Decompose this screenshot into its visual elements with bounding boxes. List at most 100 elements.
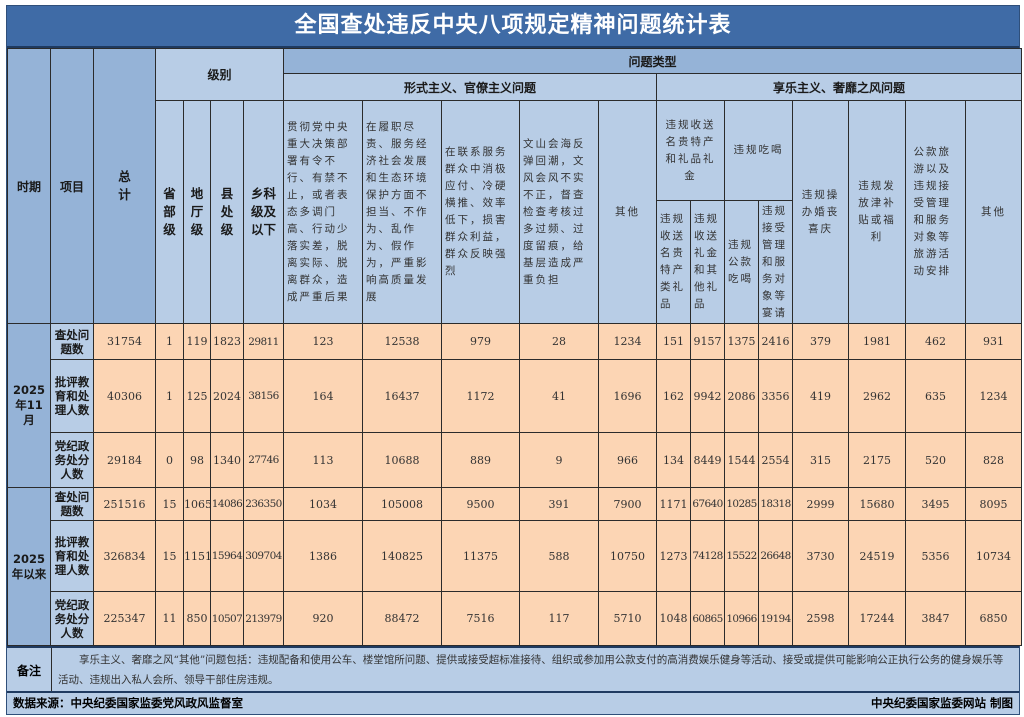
table-cell: 15 <box>155 487 184 521</box>
table-cell: 27746 <box>242 432 285 488</box>
header-dining-banquet: 违规接受管理和服务对象等宴请 <box>758 200 794 324</box>
table-cell: 1234 <box>965 359 1023 433</box>
header-level-provincial: 省部级 <box>155 100 184 324</box>
header-item: 项目 <box>50 48 94 324</box>
table-cell: 1 <box>155 323 184 360</box>
header-dining: 违规吃喝 <box>724 100 794 201</box>
table-cell: 635 <box>905 359 967 433</box>
header-level-provincial-text: 省部级 <box>163 186 176 237</box>
table-cell: 8449 <box>690 432 726 488</box>
table-cell: 5356 <box>905 520 967 592</box>
table-cell: 2999 <box>792 487 850 521</box>
row-item-label: 查处问题数 <box>50 323 94 360</box>
table-cell: 1 <box>155 359 184 433</box>
header-allowances: 违规发放津补贴或福利 <box>848 100 907 324</box>
table-cell: 60865 <box>690 591 726 646</box>
table-cell: 164 <box>283 359 364 433</box>
table-cell: 7900 <box>598 487 658 521</box>
table-cell: 3495 <box>905 487 967 521</box>
table-cell: 15 <box>155 520 184 592</box>
table-cell: 1171 <box>656 487 692 521</box>
period-label: 2025年11月 <box>7 323 51 488</box>
header-level-bureau: 地厅级 <box>183 100 211 324</box>
table-cell: 12538 <box>362 323 443 360</box>
table-cell: 15522 <box>724 520 760 592</box>
table-cell: 10750 <box>598 520 658 592</box>
table-cell: 10734 <box>965 520 1023 592</box>
table-cell: 1981 <box>848 323 907 360</box>
row-item-label: 批评教育和处理人数 <box>50 520 94 592</box>
table-cell: 105008 <box>362 487 443 521</box>
row-item-label: 查处问题数 <box>50 487 94 521</box>
table-cell: 225347 <box>93 591 156 646</box>
table-cell: 16437 <box>362 359 443 433</box>
header-weddings-funerals: 违规操办婚丧喜庆 <box>792 100 850 324</box>
table-cell: 29184 <box>93 432 156 488</box>
table-cell: 162 <box>656 359 692 433</box>
table-cell: 140825 <box>362 520 443 592</box>
table-cell: 38156 <box>242 359 285 433</box>
table-cell: 0 <box>155 432 184 488</box>
header-travel-text: 公款旅游以及违规接受管理和服务对象等旅游活动安排 <box>913 146 952 277</box>
table-cell: 889 <box>441 432 521 488</box>
table-cell: 850 <box>183 591 211 646</box>
header-level-bureau-text: 地厅级 <box>190 186 204 237</box>
table-cell: 18318 <box>758 487 794 521</box>
table-cell: 15964 <box>210 520 244 592</box>
header-level-county-text: 县处级 <box>220 186 234 237</box>
table-cell: 88472 <box>362 591 443 646</box>
header-formalism-other: 其他 <box>598 100 658 324</box>
table-cell: 11375 <box>441 520 521 592</box>
header-period: 时期 <box>7 48 51 324</box>
header-formalism-col-3: 在联系服务群众中消极应付、冷硬横推、效率低下，损害群众利益，群众反映强烈 <box>441 100 521 324</box>
table-cell: 2175 <box>848 432 907 488</box>
table-cell: 24519 <box>848 520 907 592</box>
table-cell: 3847 <box>905 591 967 646</box>
table-cell: 1696 <box>598 359 658 433</box>
table-cell: 1065 <box>183 487 211 521</box>
table-cell: 29811 <box>242 323 285 360</box>
table-cell: 979 <box>441 323 521 360</box>
table-cell: 41 <box>519 359 600 433</box>
header-total-text: 总计 <box>118 169 131 202</box>
table-cell: 1048 <box>656 591 692 646</box>
table-title: 全国查处违反中央八项规定精神问题统计表 <box>7 6 1019 48</box>
table-row: 批评教育和处理人数 326834 15 1151 15964 309704 1386 1408… <box>8 520 1023 592</box>
header-problem-type: 问题类型 <box>283 48 1023 74</box>
table-cell: 10966 <box>724 591 760 646</box>
table-cell: 113 <box>283 432 364 488</box>
statistics-table: 时期 项目 总计 级别 问题类型 形式主义、官僚主义问题 享乐主义、奢靡之风问题… <box>7 48 1023 646</box>
table-cell: 966 <box>598 432 658 488</box>
table-cell: 1273 <box>656 520 692 592</box>
header-hedonism-other: 其他 <box>965 100 1023 324</box>
table-cell: 10285 <box>724 487 760 521</box>
table-cell: 1151 <box>183 520 211 592</box>
table-cell: 1172 <box>441 359 521 433</box>
table-cell: 828 <box>965 432 1023 488</box>
credit: 中央纪委国家监委网站 制图 <box>870 696 1013 710</box>
table-cell: 1340 <box>210 432 244 488</box>
header-formalism-col-1: 贯彻党中央重大决策部署有令不行、有禁不止，或者表态多调门高、行动少落实差，脱离实… <box>283 100 364 324</box>
table-cell: 9157 <box>690 323 726 360</box>
table-cell: 117 <box>519 591 600 646</box>
table-cell: 14086 <box>210 487 244 521</box>
table-cell: 119 <box>183 323 211 360</box>
table-cell: 2416 <box>758 323 794 360</box>
table-cell: 419 <box>792 359 850 433</box>
header-level-township-text: 乡科级及以下 <box>250 186 276 237</box>
header-gifts-text: 违规收送名贵特产和礼品礼金 <box>665 118 716 182</box>
table-row: 批评教育和处理人数 40306 1 125 2024 38156 164 16437 1172 4… <box>8 359 1023 433</box>
table-cell: 2598 <box>792 591 850 646</box>
table-cell: 26648 <box>758 520 794 592</box>
table-cell: 1386 <box>283 520 364 592</box>
table-cell: 315 <box>792 432 850 488</box>
table-cell: 1544 <box>724 432 760 488</box>
table-cell: 125 <box>183 359 211 433</box>
table-cell: 6850 <box>965 591 1023 646</box>
footer: 数据来源：中央纪委国家监委党风政风监督室 中央纪委国家监委网站 制图 <box>7 691 1019 713</box>
table-cell: 11 <box>155 591 184 646</box>
header-weddings-funerals-text: 违规操办婚丧喜庆 <box>801 188 840 235</box>
table-cell: 10688 <box>362 432 443 488</box>
table-cell: 2024 <box>210 359 244 433</box>
header-gifts-specialty: 违规收送名贵特产类礼品 <box>656 200 692 324</box>
